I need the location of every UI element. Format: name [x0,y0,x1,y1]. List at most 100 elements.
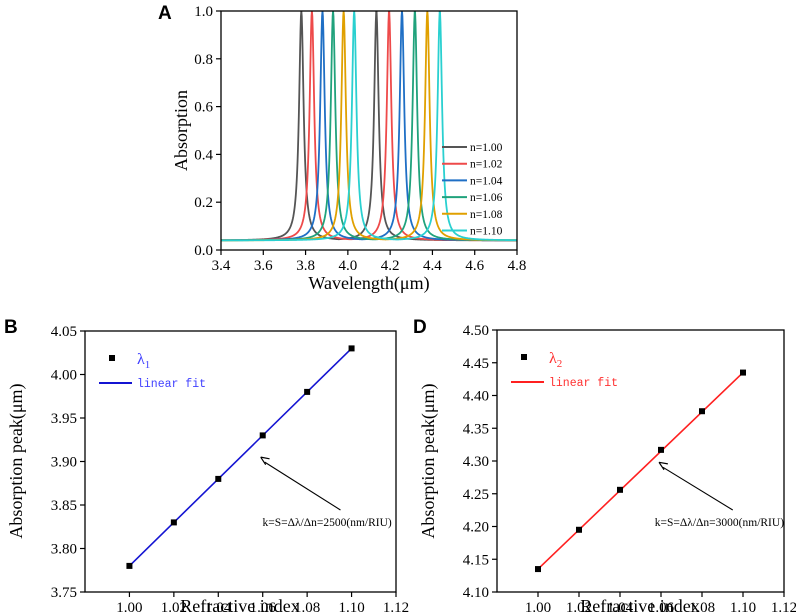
data-point [348,345,355,352]
a-x-tick-label: 4.6 [465,258,484,274]
b-y-tick-label: 3.95 [51,411,77,427]
legend-subscript: 2 [557,358,563,370]
a-x-tick-label: 4.0 [338,258,357,274]
plot-frame-a [220,10,518,251]
legend-lambda: λ [549,350,557,367]
x-axis-title-a: Wavelength(μm) [308,273,429,294]
d-y-tick-label: 4.25 [463,487,489,503]
d-y-tick-label: 4.35 [463,421,489,437]
y-axis-title-d: Absorption peak(μm) [418,383,439,538]
a-y-tick-label: 1.0 [194,4,213,20]
legend-marker [109,355,115,361]
legend-subscript: 1 [145,359,151,371]
d-y-tick-label: 4.40 [463,389,489,405]
plot-frame-d [496,329,785,593]
x-axis-title-b: Refractive index [180,596,299,614]
a-y-tick-label: 0.0 [194,243,213,259]
panel-label-b: B [4,317,18,338]
legend-fit-label: linear fit [549,377,618,390]
a-y-tick-label: 0.2 [194,195,213,211]
d-y-tick-label: 4.15 [463,552,489,568]
panel-b: B 1.00 1.02 1.04 1.06 1.08 1.10 1.12 3.75 3.80 3.… [4,317,409,614]
data-point [658,446,664,453]
d-y-tick-label: 4.20 [463,520,489,536]
series-line-n-1.00 [221,11,517,242]
b-x-tick-label: 1.02 [161,600,187,614]
annotation-d: k=S=Δλ/Δn=3000(nm/RIU) [655,461,784,529]
d-x-tick-label: 1.10 [730,600,756,614]
data-point [535,566,541,573]
series-line-n-1.10 [221,11,517,242]
panel-label-a: A [158,3,172,24]
data-point [699,408,705,415]
d-x-tick-label: 1.00 [525,600,551,614]
b-x-tick-label: 1.00 [116,600,142,614]
d-x-tick-label: 1.12 [771,600,796,614]
y-axis-title-a: Absorption [171,90,191,171]
legend-fit-label: linear fit [137,378,206,391]
panel-label-d: D [413,317,427,338]
legend-label-n-1.10: n=1.10 [470,226,503,238]
d-x-tick-label: 1.04 [607,600,634,614]
data-point [259,432,266,439]
data-point [617,486,623,493]
data-point [126,562,133,569]
a-x-tick-label: 3.6 [254,258,273,274]
legend-label-n-1.04: n=1.04 [470,175,503,187]
legend-label-n-1.00: n=1.00 [470,142,503,154]
legend-series-label: λ2 [549,350,562,370]
data-point [740,369,746,376]
annotation-arrow-head [260,456,270,465]
data-point [576,526,582,533]
d-y-tick-label: 4.50 [463,323,489,339]
legend-series-label: λ1 [137,351,150,371]
legend-marker [521,354,527,360]
b-y-tick-label: 4.05 [51,324,77,340]
y-axis-title-b: Absorption peak(μm) [6,383,27,538]
plot-frame-b [84,330,397,593]
fit-line [537,371,744,570]
b-x-tick-label: 1.10 [338,600,364,614]
data-point [304,388,311,395]
b-x-tick-label: 1.06 [250,600,277,614]
annotation-arrow-line [264,461,341,511]
annotation-text: k=S=Δλ/Δn=3000(nm/RIU) [655,517,784,529]
annotation-b: k=S=Δλ/Δn=2500(nm/RIU) [260,456,392,529]
b-x-tick-label: 1.04 [205,600,232,614]
legend-lambda: λ [137,351,145,368]
legend-label-n-1.02: n=1.02 [470,159,503,171]
fit-line [128,347,353,567]
a-x-tick-label: 4.4 [423,258,442,274]
a-y-tick-label: 0.4 [194,147,213,163]
a-x-tick-label: 3.4 [212,258,231,274]
panel-a: A 3.4 3.6 3.8 4.0 4.2 4.4 4.6 4.8 0.0 0.2 0.4 0.6 0.… [158,3,526,294]
b-y-tick-label: 3.85 [51,498,77,514]
data-point [215,475,222,482]
data-point [170,519,177,526]
legend-d: λ2 linear fit [511,350,618,390]
a-y-tick-label: 0.8 [194,52,213,68]
d-y-tick-label: 4.45 [463,356,489,372]
annotation-arrow-head [658,461,668,471]
b-y-tick-label: 4.00 [51,368,77,384]
panel-d: D 1.00 1.02 1.04 1.06 1.08 1.10 1.12 4.10 4.15 4.… [413,317,796,614]
b-y-tick-label: 3.75 [51,585,77,601]
legend-a: n=1.00 n=1.02 n=1.04 n=1.06 n=1.08 n=1.10 [442,142,503,238]
legend-b: λ1 linear fit [99,351,206,391]
a-x-tick-label: 4.2 [381,258,400,274]
annotation-text: k=S=Δλ/Δn=2500(nm/RIU) [262,517,391,529]
legend-label-n-1.08: n=1.08 [470,209,503,221]
annotation-arrow-line [662,466,734,511]
b-x-tick-label: 1.08 [294,600,320,614]
b-y-tick-label: 3.90 [51,455,77,471]
d-x-tick-label: 1.06 [648,600,675,614]
legend-label-n-1.06: n=1.06 [470,192,503,204]
a-x-tick-label: 4.8 [508,258,527,274]
x-axis-title-d: Refractive index [580,596,699,614]
b-x-tick-label: 1.12 [383,600,409,614]
a-x-tick-label: 3.8 [296,258,315,274]
d-y-tick-label: 4.10 [463,585,489,601]
d-x-tick-label: 1.02 [566,600,592,614]
d-x-tick-label: 1.08 [689,600,715,614]
